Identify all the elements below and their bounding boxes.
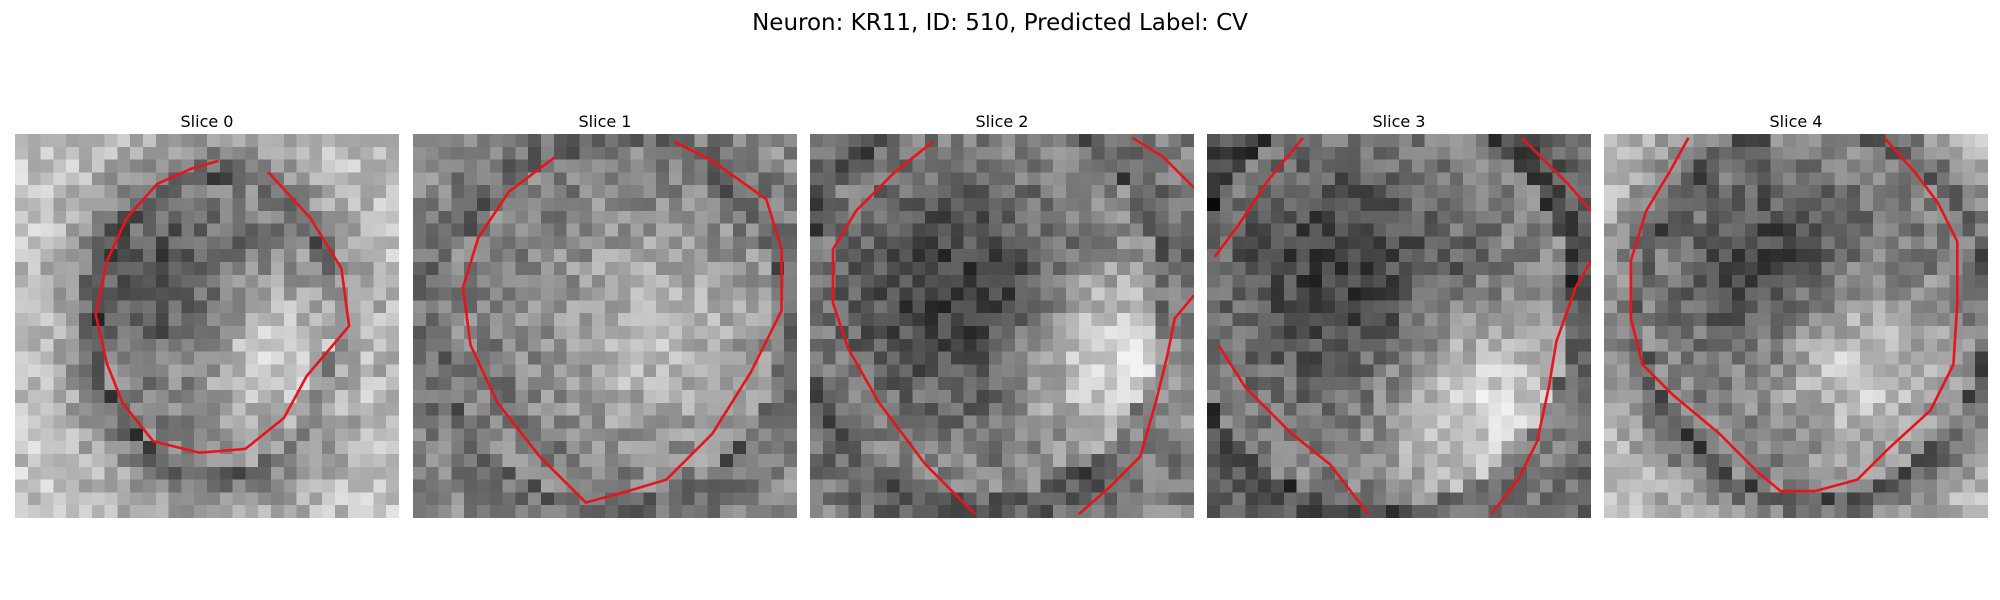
slice-panel-1: Slice 1 [413, 110, 797, 518]
contour-overlay [831, 136, 1194, 516]
contour-overlay [94, 159, 351, 455]
segmentation-contour [1131, 136, 1194, 189]
segmentation-contour [94, 159, 351, 455]
slice-image [810, 134, 1194, 518]
slice-title: Slice 3 [1372, 112, 1426, 131]
slice-panel-0: Slice 0 [15, 110, 399, 518]
segmentation-contour [461, 140, 783, 505]
segmentation-contour [1213, 136, 1305, 258]
contour-overlay [1213, 136, 1591, 515]
slice-title: Slice 0 [180, 112, 234, 131]
contour-overlay [1629, 136, 1959, 493]
slice-image [1207, 134, 1591, 518]
figure-title: Neuron: KR11, ID: 510, Predicted Label: … [752, 10, 1248, 36]
slice-panel-2: Slice 2 [810, 110, 1194, 518]
segmentation-contour [1490, 260, 1591, 515]
slice-title: Slice 4 [1769, 112, 1823, 131]
slice-panel-3: Slice 3 [1207, 110, 1591, 518]
slice-image [1604, 134, 1988, 518]
segmentation-contour [1217, 344, 1370, 515]
slice-title: Slice 2 [975, 112, 1029, 131]
grayscale-pixel-grid [15, 134, 399, 518]
segmentation-contour [831, 140, 977, 516]
grayscale-pixel-grid [1207, 134, 1591, 518]
contour-overlay [461, 140, 783, 505]
grayscale-pixel-grid [413, 134, 797, 518]
slice-panel-4: Slice 4 [1604, 110, 1988, 518]
grayscale-pixel-grid [1604, 134, 1988, 518]
slice-image [413, 134, 797, 518]
segmentation-contour [1077, 294, 1194, 516]
segmentation-contour [1520, 136, 1591, 212]
segmentation-contour [1629, 136, 1959, 493]
slice-title: Slice 1 [578, 112, 632, 131]
grayscale-pixel-grid [810, 134, 1194, 518]
slice-image [15, 134, 399, 518]
